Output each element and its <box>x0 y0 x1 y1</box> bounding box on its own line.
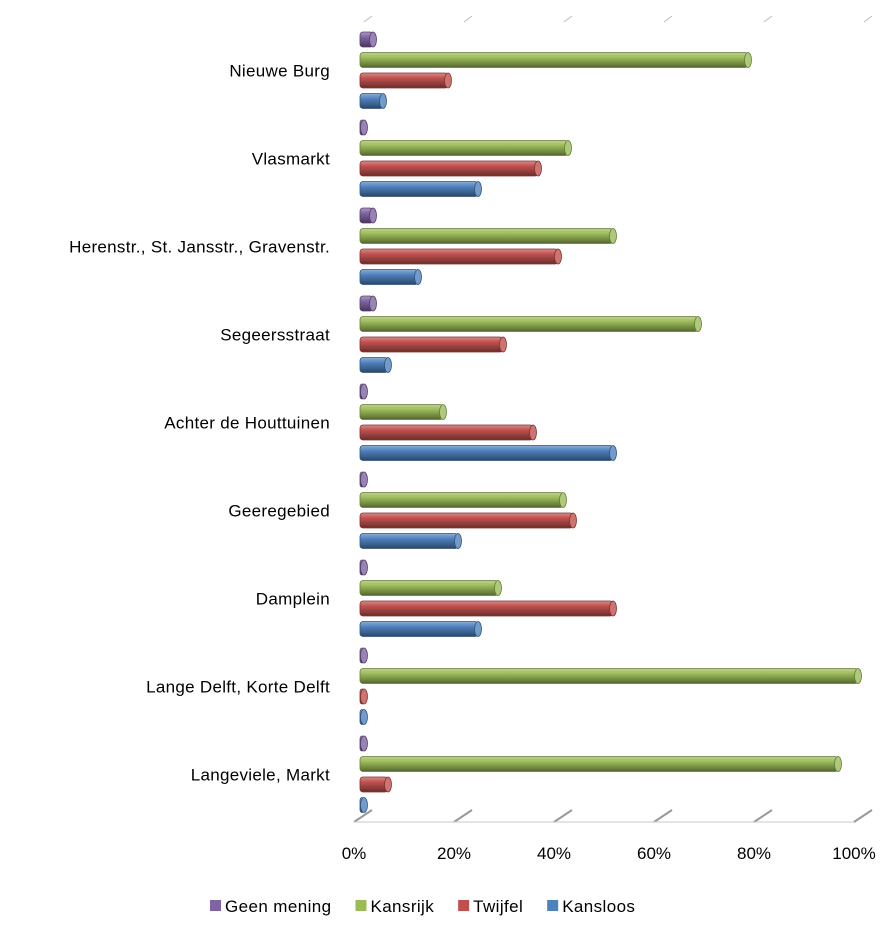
legend-label: Kansrijk <box>370 897 434 916</box>
gridline <box>753 15 774 823</box>
gridline <box>653 15 674 823</box>
category-label: Langeviele, Markt <box>191 765 330 784</box>
legend-label: Geen mening <box>225 897 331 916</box>
bar-kansrijk-nieuwe-burg <box>359 52 752 68</box>
legend-swatch <box>458 900 470 911</box>
bars <box>359 31 862 813</box>
bar-geen-mening-segeersstraat <box>359 295 377 312</box>
x-tick-label: 80% <box>737 844 771 863</box>
legend-swatch <box>547 900 559 911</box>
bar-geen-mening-langeviele-markt <box>359 735 368 752</box>
bar-geen-mening-achter-de-houttuinen <box>359 383 368 400</box>
gridline <box>553 15 574 823</box>
x-tick-label: 60% <box>637 844 671 863</box>
bar-kansrijk-segeersstraat <box>359 316 702 332</box>
bar-geen-mening-geeregebied <box>359 471 368 488</box>
legend: Geen mening Kansrijk Twijfel Kansloos <box>210 897 635 916</box>
bar-geen-mening-herenstr-st-jansstr-gravenstr <box>359 207 377 224</box>
bar-twijfel-lange-delft-korte-delft <box>359 688 368 705</box>
legend-swatch <box>355 900 367 911</box>
bar-kansrijk-geeregebied <box>359 492 567 508</box>
bar-kansloos-geeregebied <box>359 533 462 549</box>
gridline <box>453 15 474 823</box>
bar-kansloos-vlasmarkt <box>359 181 482 197</box>
bar-kansloos-langeviele-markt <box>359 797 368 813</box>
bar-kansloos-segeersstraat <box>359 357 392 373</box>
category-label: Achter de Houttuinen <box>164 413 330 432</box>
legend-item-twijfel: Twijfel <box>458 897 523 916</box>
legend-label: Kansloos <box>562 897 635 916</box>
bar-twijfel-nieuwe-burg <box>359 72 452 89</box>
bar-kansloos-lange-delft-korte-delft <box>359 709 368 725</box>
bar-kansloos-damplein <box>359 621 482 637</box>
bar-kansloos-achter-de-houttuinen <box>359 445 617 461</box>
category-label: Lange Delft, Korte Delft <box>146 677 330 696</box>
bar-geen-mening-damplein <box>359 559 368 576</box>
bar-kansrijk-damplein <box>359 580 502 596</box>
legend-label: Twijfel <box>473 897 523 916</box>
x-tick-label: 0% <box>342 844 367 863</box>
legend-item-kansloos: Kansloos <box>547 897 635 916</box>
x-tick-label: 20% <box>437 844 471 863</box>
bar-twijfel-segeersstraat <box>359 336 507 353</box>
category-label: Vlasmarkt <box>252 149 330 168</box>
bar-twijfel-geeregebied <box>359 512 577 529</box>
x-tick-label: 100% <box>832 844 875 863</box>
bar-kansrijk-vlasmarkt <box>359 140 572 156</box>
category-labels: Nieuwe Burg Vlasmarkt Herenstr., St. Janss… <box>69 61 330 784</box>
category-label: Nieuwe Burg <box>229 61 330 80</box>
legend-swatch <box>210 900 221 911</box>
bar-twijfel-herenstr-st-jansstr-gravenstr <box>359 248 562 265</box>
bar-kansrijk-lange-delft-korte-delft <box>359 668 862 684</box>
bar-twijfel-langeviele-markt <box>359 776 392 793</box>
legend-item-geen-mening: Geen mening <box>210 897 331 916</box>
x-tick-label: 40% <box>537 844 571 863</box>
bar-geen-mening-nieuwe-burg <box>359 31 377 48</box>
bar-kansrijk-achter-de-houttuinen <box>359 404 447 420</box>
category-label: Geeregebied <box>228 501 330 520</box>
x-axis-ticks: 0% 20% 40% 60% 80% 100% <box>342 844 876 863</box>
legend-item-kansrijk: Kansrijk <box>355 897 434 916</box>
bar-kansloos-nieuwe-burg <box>359 93 387 109</box>
bar-twijfel-achter-de-houttuinen <box>359 424 537 441</box>
bar-geen-mening-vlasmarkt <box>359 119 368 136</box>
bar-kansrijk-langeviele-markt <box>359 756 842 772</box>
category-label: Segeersstraat <box>220 325 330 344</box>
bar-kansrijk-herenstr-st-jansstr-gravenstr <box>359 228 617 244</box>
bar-twijfel-vlasmarkt <box>359 160 542 177</box>
category-label: Damplein <box>256 589 330 608</box>
bar-kansloos-herenstr-st-jansstr-gravenstr <box>359 269 422 285</box>
bar-geen-mening-lange-delft-korte-delft <box>359 647 368 664</box>
bar-twijfel-damplein <box>359 600 617 617</box>
category-label: Herenstr., St. Jansstr., Gravenstr. <box>69 237 330 256</box>
gridline <box>853 15 874 823</box>
